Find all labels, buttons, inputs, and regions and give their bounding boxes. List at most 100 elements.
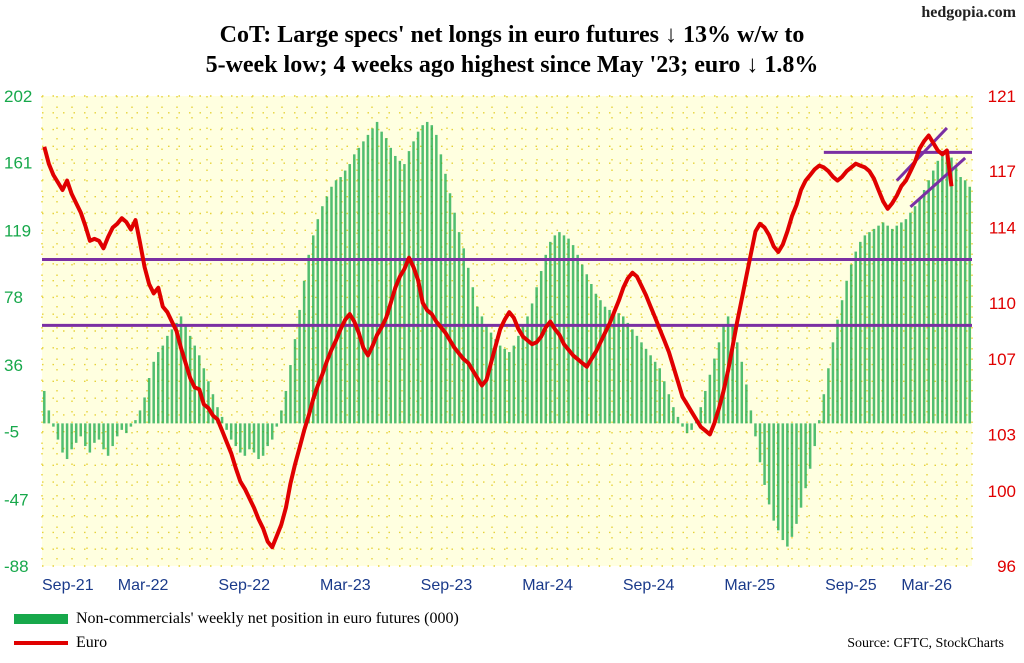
left-axis-tick: -5	[4, 422, 19, 441]
right-axis-tick: 96	[997, 557, 1016, 576]
position-bar	[909, 212, 912, 424]
legend-swatch-euro	[14, 641, 68, 646]
position-bar	[717, 342, 721, 424]
position-bar	[412, 141, 415, 424]
position-bar	[334, 180, 338, 424]
position-bar	[767, 423, 771, 505]
right-axis-tick: 103	[988, 425, 1016, 444]
position-bar	[466, 267, 470, 424]
position-bar	[626, 322, 630, 424]
position-bar	[289, 365, 292, 424]
position-bar	[690, 423, 693, 430]
position-bar	[900, 222, 903, 424]
position-bar	[430, 125, 434, 424]
position-bar	[831, 342, 835, 424]
position-bar	[781, 423, 785, 541]
position-bar	[170, 329, 174, 424]
position-bar	[722, 326, 725, 424]
position-bar	[398, 160, 402, 424]
position-bar	[745, 384, 748, 424]
position-bar	[931, 170, 935, 424]
position-bar	[599, 300, 602, 424]
position-bar	[754, 423, 757, 437]
x-axis-tick: Sep-23	[421, 577, 473, 594]
position-bar	[840, 300, 844, 424]
x-axis-tick: Mar-25	[724, 577, 775, 594]
position-bar	[590, 284, 593, 424]
position-bar	[106, 423, 110, 456]
x-axis-tick: Mar-26	[901, 577, 952, 594]
position-bar	[330, 186, 333, 424]
position-bar	[275, 423, 279, 427]
position-bar	[70, 423, 73, 450]
chart-title-line-1: CoT: Large specs' net longs in euro futu…	[219, 22, 805, 48]
position-bar	[913, 206, 917, 424]
legend-label-positions: Non-commercials' weekly net position in …	[76, 610, 459, 627]
position-bar	[298, 309, 301, 424]
position-bar	[863, 235, 867, 424]
position-bar	[61, 423, 64, 453]
position-bar	[316, 219, 320, 424]
position-bar	[125, 423, 128, 434]
left-axis-tick: 119	[4, 222, 31, 241]
position-bar	[239, 423, 242, 453]
position-bar	[822, 394, 826, 424]
position-bar	[366, 134, 370, 424]
position-bar	[311, 235, 315, 424]
position-bar	[804, 423, 807, 489]
position-bar	[93, 423, 96, 443]
position-bar	[740, 361, 744, 424]
right-axis-tick: 107	[988, 350, 1016, 369]
position-bar	[544, 254, 548, 424]
position-bar	[307, 254, 310, 424]
position-bar	[708, 374, 712, 424]
x-axis-tick: Mar-23	[320, 577, 371, 594]
position-bar	[84, 423, 87, 447]
x-axis-tick: Mar-22	[118, 577, 169, 594]
position-bar	[79, 423, 83, 437]
position-bar	[339, 177, 342, 424]
source-note: Source: CFTC, StockCharts	[847, 636, 1004, 651]
position-bar	[594, 293, 598, 424]
position-bar	[795, 423, 798, 524]
position-bar	[380, 131, 383, 424]
position-bar	[644, 348, 648, 424]
position-bar	[462, 248, 465, 424]
position-bar	[535, 287, 538, 424]
right-axis-tick: 114	[989, 219, 1016, 238]
position-bar	[704, 390, 707, 424]
right-axis-tick: 110	[989, 294, 1016, 313]
position-bar	[731, 326, 734, 424]
trend-channel-lower	[909, 156, 967, 209]
position-bar	[580, 264, 584, 424]
position-bar	[941, 154, 944, 424]
right-axis-tick: 100	[988, 482, 1016, 501]
position-bar	[407, 151, 411, 424]
position-bar	[672, 407, 675, 424]
left-axis-tick: -88	[4, 557, 29, 576]
position-bar	[261, 423, 265, 456]
position-bar	[225, 423, 228, 430]
position-bar	[836, 319, 839, 424]
position-bar	[480, 316, 484, 424]
position-bar	[631, 329, 634, 424]
position-bar	[503, 348, 506, 424]
position-bar	[134, 420, 137, 424]
position-bar	[476, 306, 479, 424]
position-bar	[658, 368, 661, 424]
position-bar	[74, 423, 78, 443]
position-bar	[88, 423, 92, 453]
plot-background	[42, 96, 972, 566]
position-bar	[229, 423, 233, 440]
position-bar	[498, 345, 502, 424]
position-bar	[617, 313, 620, 424]
position-bar	[521, 326, 525, 424]
position-bar	[302, 280, 306, 424]
position-bar	[52, 423, 55, 427]
position-bar	[280, 410, 283, 424]
position-bar	[266, 423, 269, 447]
position-bar	[435, 134, 438, 424]
position-bar	[115, 423, 119, 437]
position-bar	[47, 410, 51, 424]
position-bar	[959, 177, 962, 424]
